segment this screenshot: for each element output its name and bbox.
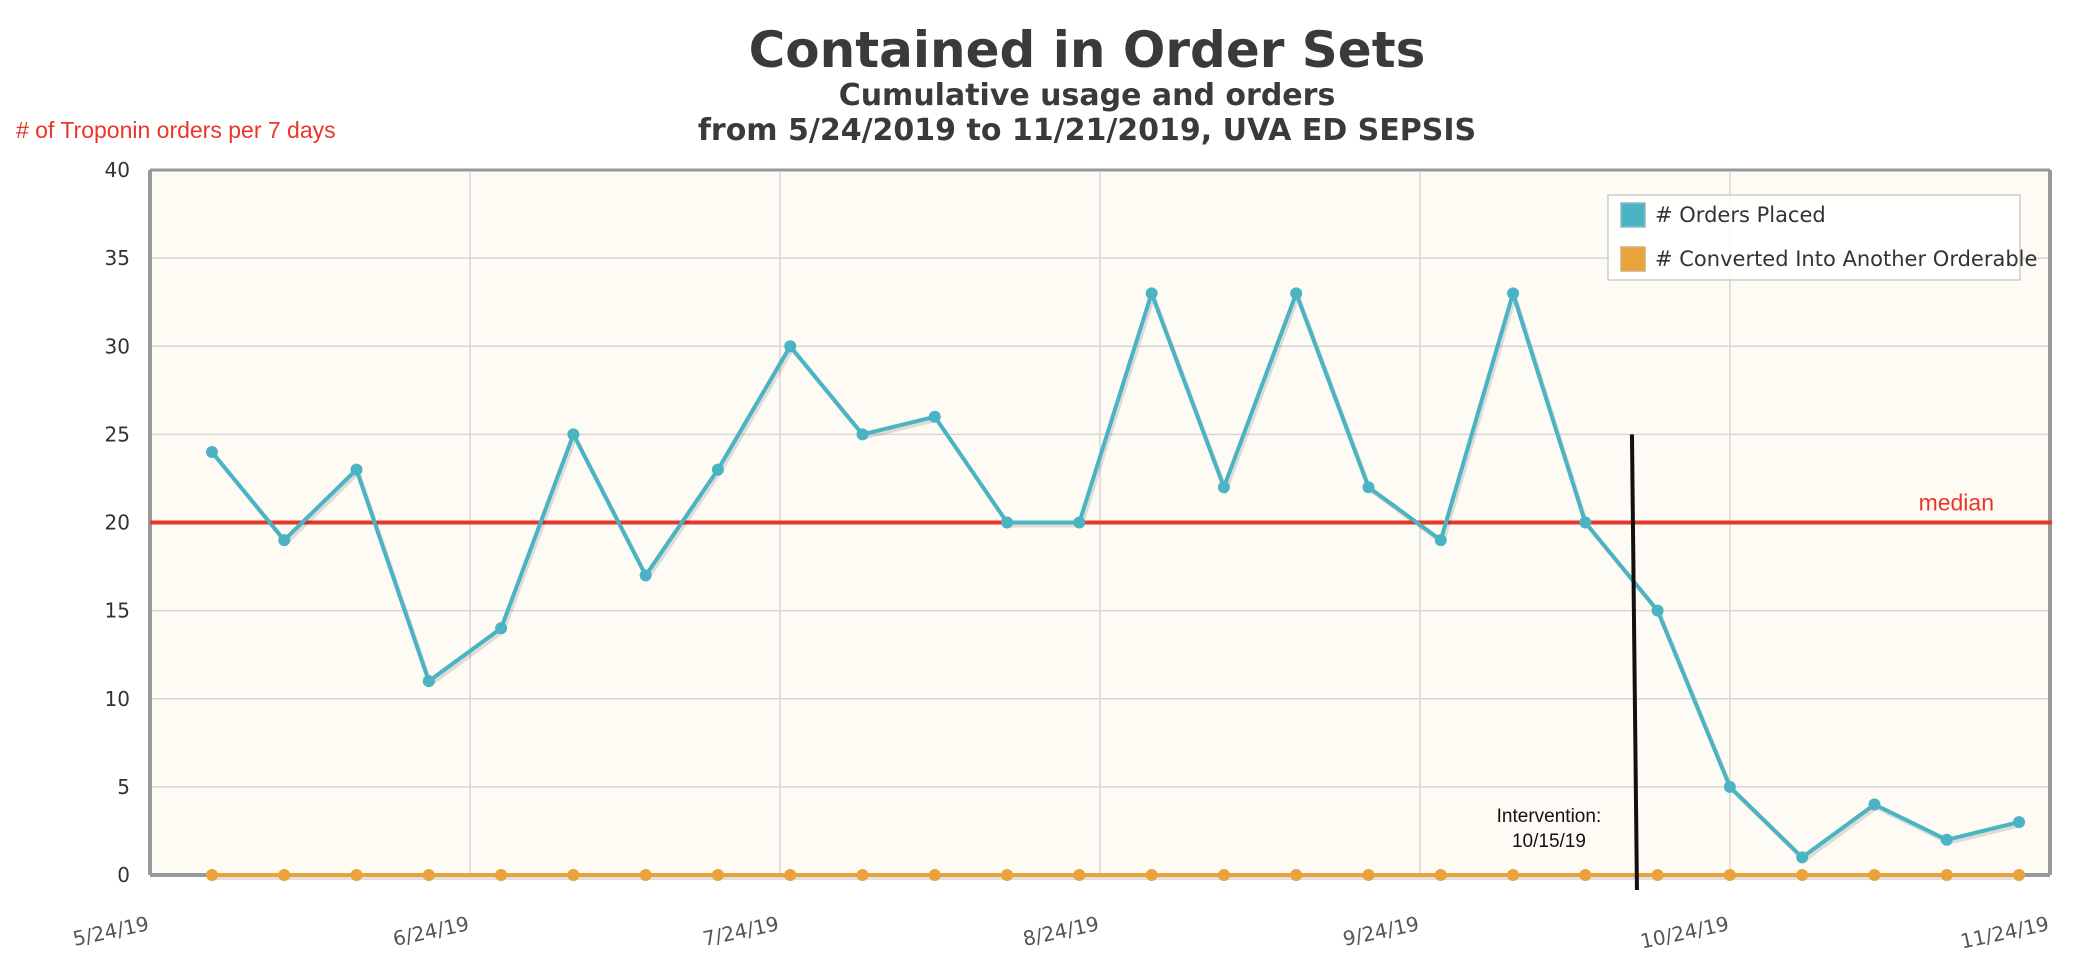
y-tick-label: 10 xyxy=(105,687,130,711)
data-point-orders-placed xyxy=(350,463,363,476)
x-tick-label: 9/24/19 xyxy=(1341,911,1421,951)
data-point-converted xyxy=(495,869,508,881)
x-tick-labels: 5/24/19 6/24/19 7/24/19 8/24/19 9/24/19 10/24… xyxy=(71,911,2051,953)
intervention-label-line1: Intervention: xyxy=(1497,806,1602,827)
x-tick-label: 5/24/19 xyxy=(71,911,151,951)
data-point-orders-placed xyxy=(1434,534,1447,547)
data-point-orders-placed xyxy=(567,428,580,441)
y-tick-label: 35 xyxy=(105,246,130,270)
legend-label-orders-placed: # Orders Placed xyxy=(1655,203,1826,227)
data-point-orders-placed xyxy=(278,534,291,547)
data-point-orders-placed xyxy=(856,428,869,441)
data-point-orders-placed xyxy=(1217,481,1230,494)
data-point-converted xyxy=(1145,869,1158,881)
data-point-converted xyxy=(639,869,652,881)
data-point-converted xyxy=(350,869,363,881)
data-point-converted xyxy=(1434,869,1447,881)
y-tick-label: 20 xyxy=(105,511,130,535)
data-point-orders-placed xyxy=(2013,816,2026,829)
data-point-converted xyxy=(278,869,291,881)
data-point-converted xyxy=(1723,869,1736,881)
data-point-converted xyxy=(1940,869,1953,881)
intervention-annotation: Intervention: 10/15/19 xyxy=(1497,434,1639,891)
y-tick-label: 25 xyxy=(105,422,130,446)
data-point-converted xyxy=(1362,869,1375,881)
data-point-converted xyxy=(1579,869,1592,881)
x-tick-label: 6/24/19 xyxy=(391,911,471,951)
data-point-orders-placed xyxy=(928,410,941,423)
data-point-converted xyxy=(205,869,218,881)
y-tick-label: 30 xyxy=(105,334,130,358)
data-point-orders-placed xyxy=(1073,516,1086,529)
data-point-orders-placed xyxy=(1507,287,1520,300)
data-point-orders-placed xyxy=(639,569,652,582)
legend: # Orders Placed # Converted Into Another… xyxy=(1607,194,2037,281)
data-point-converted xyxy=(1507,869,1520,881)
data-point-orders-placed xyxy=(1362,481,1375,494)
intervention-label-line2: 10/15/19 xyxy=(1512,831,1586,852)
data-point-orders-placed xyxy=(205,446,218,458)
x-tick-label: 7/24/19 xyxy=(701,911,781,951)
data-point-orders-placed xyxy=(1001,516,1014,529)
data-point-orders-placed xyxy=(1796,851,1809,864)
data-point-converted xyxy=(2013,869,2026,881)
y-tick-label: 0 xyxy=(117,863,130,887)
data-point-converted xyxy=(928,869,941,881)
median-line-group: median xyxy=(150,490,2052,525)
data-point-orders-placed xyxy=(1290,287,1303,300)
data-point-converted xyxy=(711,869,724,881)
legend-swatch-converted xyxy=(1620,246,1646,272)
data-point-converted xyxy=(1796,869,1809,881)
series-layer xyxy=(205,287,2026,881)
data-point-orders-placed xyxy=(711,463,724,476)
y-tick-label: 15 xyxy=(105,599,130,623)
chart-subtitle-line1: Cumulative usage and orders xyxy=(839,78,1336,113)
data-point-converted xyxy=(422,869,435,881)
data-point-orders-placed xyxy=(1651,604,1664,617)
data-point-converted xyxy=(856,869,869,881)
data-point-converted xyxy=(1651,869,1664,881)
x-tick-label: 11/24/19 xyxy=(1958,911,2051,953)
y-axis-label: # of Troponin orders per 7 days xyxy=(16,117,336,143)
intervention-line xyxy=(1629,434,1639,891)
data-point-converted xyxy=(784,869,797,881)
legend-label-converted: # Converted Into Another Orderable xyxy=(1655,247,2037,271)
legend-box xyxy=(1607,194,2021,281)
data-point-converted xyxy=(1217,869,1230,881)
data-point-orders-placed xyxy=(784,340,797,353)
data-point-orders-placed xyxy=(495,622,508,635)
data-point-orders-placed xyxy=(1579,516,1592,529)
data-point-converted xyxy=(1001,869,1014,881)
y-tick-labels: 0 5 10 15 20 25 30 35 40 xyxy=(105,158,130,887)
data-point-orders-placed xyxy=(1723,780,1736,793)
data-point-orders-placed xyxy=(1145,287,1158,300)
y-tick-label: 5 xyxy=(117,775,130,799)
chart-title: Contained in Order Sets xyxy=(749,21,1426,79)
data-point-converted xyxy=(1073,869,1086,881)
x-tick-label: 8/24/19 xyxy=(1021,911,1101,951)
data-point-converted xyxy=(1290,869,1303,881)
chart-subtitle-line2: from 5/24/2019 to 11/21/2019, UVA ED SEP… xyxy=(698,113,1476,148)
series-line-orders-placed xyxy=(210,291,2020,860)
y-tick-label: 40 xyxy=(105,158,130,182)
data-point-orders-placed xyxy=(1940,833,1953,846)
median-label: median xyxy=(1919,490,1994,516)
x-tick-label: 10/24/19 xyxy=(1638,911,1731,953)
data-point-orders-placed xyxy=(422,675,435,688)
data-point-converted xyxy=(1868,869,1881,881)
data-point-converted xyxy=(567,869,580,881)
data-point-orders-placed xyxy=(1868,798,1881,811)
legend-swatch-orders-placed xyxy=(1620,202,1646,228)
